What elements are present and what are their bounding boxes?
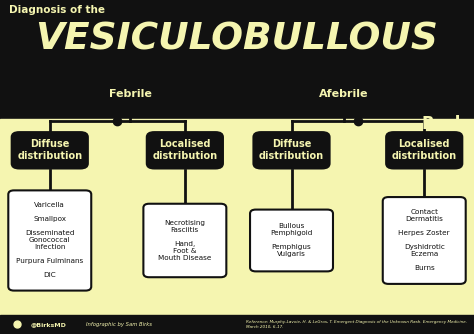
FancyBboxPatch shape — [385, 131, 464, 169]
FancyBboxPatch shape — [8, 190, 91, 291]
Text: Rash: Rash — [421, 115, 467, 133]
FancyBboxPatch shape — [10, 131, 89, 169]
FancyBboxPatch shape — [383, 197, 465, 284]
Text: Contact
Dermatitis

Herpes Zoster

Dyshidrotic
Eczema

Burns: Contact Dermatitis Herpes Zoster Dyshidr… — [399, 209, 450, 272]
Text: Bullous
Pemphigoid

Pemphigus
Vulgaris: Bullous Pemphigoid Pemphigus Vulgaris — [270, 223, 313, 258]
Text: Diagnosis of the: Diagnosis of the — [9, 5, 106, 15]
FancyBboxPatch shape — [94, 78, 167, 109]
FancyBboxPatch shape — [307, 78, 380, 109]
Text: @BirksMD: @BirksMD — [31, 322, 67, 327]
Bar — [0, 119, 474, 315]
Text: Diffuse
distribution: Diffuse distribution — [17, 140, 82, 161]
Text: Localised
distribution: Localised distribution — [392, 140, 457, 161]
FancyBboxPatch shape — [250, 210, 333, 271]
Text: Afebrile: Afebrile — [319, 89, 368, 99]
FancyBboxPatch shape — [252, 131, 331, 169]
FancyBboxPatch shape — [143, 204, 226, 277]
Text: Necrotising
Fasciitis

Hand,
Foot &
Mouth Disease: Necrotising Fasciitis Hand, Foot & Mouth… — [158, 220, 211, 261]
Text: Varicella

Smallpox

Disseminated
Gonococcal
Infection

Purpura Fulminans

DIC: Varicella Smallpox Disseminated Gonococc… — [16, 202, 83, 279]
FancyBboxPatch shape — [146, 131, 224, 169]
Text: Reference: Murphy-Lavoie, H. & LeGros, T. Emergent Diagnosis of the Unknown Rash: Reference: Murphy-Lavoie, H. & LeGros, T… — [246, 320, 467, 329]
Bar — [0, 315, 474, 334]
Text: Localised
distribution: Localised distribution — [152, 140, 218, 161]
Text: VESICULOBULLOUS: VESICULOBULLOUS — [36, 22, 438, 58]
Text: Febrile: Febrile — [109, 89, 152, 99]
Text: Infographic by Sam Birks: Infographic by Sam Birks — [85, 322, 152, 327]
Text: Diffuse
distribution: Diffuse distribution — [259, 140, 324, 161]
